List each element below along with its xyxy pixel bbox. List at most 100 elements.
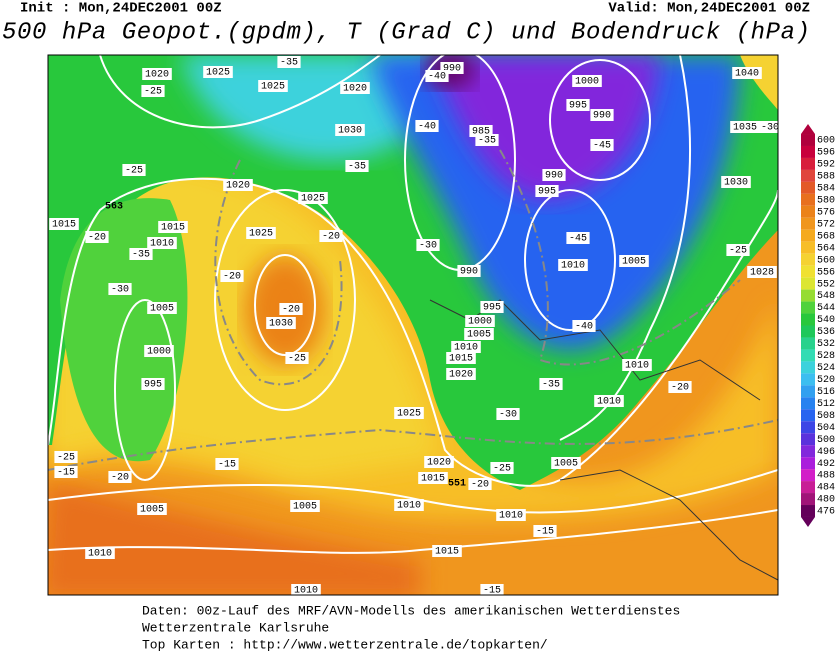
colorbar-swatch bbox=[801, 145, 815, 158]
contour-label: 1015 bbox=[449, 354, 473, 365]
label-box bbox=[446, 352, 476, 364]
colorbar-swatch bbox=[801, 493, 815, 506]
contour-label: 990 bbox=[545, 171, 563, 182]
label-box bbox=[619, 255, 649, 267]
label-box bbox=[394, 499, 424, 511]
contour-label: -20 bbox=[671, 383, 689, 394]
contour-label: 1020 bbox=[145, 70, 169, 81]
contour-label: 995 bbox=[483, 303, 501, 314]
colorbar-label: 596 bbox=[817, 148, 835, 159]
contour-label: -30 bbox=[499, 410, 517, 421]
label-box bbox=[340, 82, 370, 94]
contour-label: -35 bbox=[542, 380, 560, 391]
contour-label: 985 bbox=[472, 127, 490, 138]
contour-label: -40 bbox=[418, 122, 436, 133]
contour-label: 1010 bbox=[88, 549, 112, 560]
colorbar-swatch bbox=[801, 134, 815, 146]
footer-line: Top Karten : http://www.wetterzentrale.d… bbox=[142, 637, 548, 651]
colorbar-label: 592 bbox=[817, 160, 835, 171]
colorbar-swatch bbox=[801, 181, 815, 194]
label-box bbox=[468, 478, 492, 490]
colorbar-label: 544 bbox=[817, 303, 835, 314]
label-box bbox=[464, 328, 494, 340]
label-box bbox=[721, 176, 751, 188]
isotherm-line bbox=[48, 419, 778, 471]
contour-line bbox=[48, 177, 778, 487]
label-box bbox=[566, 232, 590, 244]
label-box bbox=[594, 395, 624, 407]
colorbar-label: 524 bbox=[817, 363, 835, 374]
label-box bbox=[416, 239, 440, 251]
contour-label: -40 bbox=[428, 72, 446, 83]
label-box bbox=[141, 85, 165, 97]
colorbar-swatch bbox=[801, 505, 815, 517]
contour-label: 1030 bbox=[724, 178, 748, 189]
contour-label: 1010 bbox=[499, 511, 523, 522]
colorbar-swatch bbox=[801, 481, 815, 494]
map-frame bbox=[47, 54, 779, 596]
label-box bbox=[446, 368, 476, 380]
label-box bbox=[425, 70, 449, 82]
contour-label: 1015 bbox=[52, 220, 76, 231]
field bbox=[430, 55, 660, 200]
contour-line bbox=[254, 254, 316, 356]
contour-label: 1005 bbox=[293, 502, 317, 513]
contour-label: -35 bbox=[348, 162, 366, 173]
contour-label: 1005 bbox=[554, 459, 578, 470]
colorbar-label: 484 bbox=[817, 483, 835, 494]
label-box bbox=[54, 466, 78, 478]
colorbar-cap bbox=[801, 124, 815, 135]
colorbar-label: 576 bbox=[817, 207, 835, 218]
isotherm-line bbox=[214, 159, 343, 386]
colorbar: 6005965925885845805765725685645605565525… bbox=[801, 124, 835, 527]
label-box bbox=[418, 472, 448, 484]
colorbar-label: 588 bbox=[817, 172, 835, 183]
colorbar-swatch bbox=[801, 337, 815, 350]
contour-label: 1030 bbox=[269, 319, 293, 330]
contour-label: 1025 bbox=[249, 229, 273, 240]
colorbar-swatch bbox=[801, 241, 815, 254]
colorbar-swatch bbox=[801, 361, 815, 374]
colorbar-swatch bbox=[801, 265, 815, 278]
colorbar-label: 512 bbox=[817, 399, 835, 410]
contour-label: -25 bbox=[57, 453, 75, 464]
label-box bbox=[246, 227, 276, 239]
label-box bbox=[147, 237, 177, 249]
contour-line bbox=[549, 59, 651, 181]
colorbar-swatch bbox=[801, 217, 815, 230]
contour-label: -25 bbox=[144, 87, 162, 98]
contour-label: -30 bbox=[419, 241, 437, 252]
contour-label: -25 bbox=[288, 354, 306, 365]
colorbar-label: 548 bbox=[817, 291, 835, 302]
colorbar-swatch bbox=[801, 253, 815, 266]
contour-line bbox=[114, 299, 176, 481]
contour-label: -35 bbox=[132, 250, 150, 261]
label-box bbox=[266, 317, 296, 329]
contour-label: 1025 bbox=[301, 194, 325, 205]
label-box bbox=[203, 66, 233, 78]
label-box bbox=[572, 75, 602, 87]
contour-label: 990 bbox=[460, 267, 478, 278]
label-box bbox=[465, 315, 495, 327]
contour-label: -35 bbox=[280, 58, 298, 69]
colorbar-label: 600 bbox=[817, 136, 835, 147]
label-box bbox=[726, 244, 750, 256]
colorbar-label: 572 bbox=[817, 219, 835, 230]
contour-label: 1000 bbox=[147, 347, 171, 358]
contour-label: -20 bbox=[322, 232, 340, 243]
colorbar-swatch bbox=[801, 229, 815, 242]
map-title: 500 hPa Geopot.(gpdm), T (Grad C) und Bo… bbox=[2, 19, 810, 46]
contour-label: -15 bbox=[536, 527, 554, 538]
label-box bbox=[290, 500, 320, 512]
colorbar-swatch bbox=[801, 469, 815, 482]
contour-label: -15 bbox=[218, 460, 236, 471]
colorbar-label: 520 bbox=[817, 375, 835, 386]
field bbox=[370, 55, 740, 351]
contour-label: 1030 bbox=[338, 126, 362, 137]
contour-label: 1040 bbox=[735, 69, 759, 80]
label-box bbox=[285, 352, 309, 364]
label-box bbox=[141, 378, 165, 390]
init-time: Init : Mon,24DEC2001 00Z bbox=[20, 1, 222, 17]
footer-line: Daten: 00z-Lauf des MRF/AVN-Modells des … bbox=[142, 603, 680, 618]
